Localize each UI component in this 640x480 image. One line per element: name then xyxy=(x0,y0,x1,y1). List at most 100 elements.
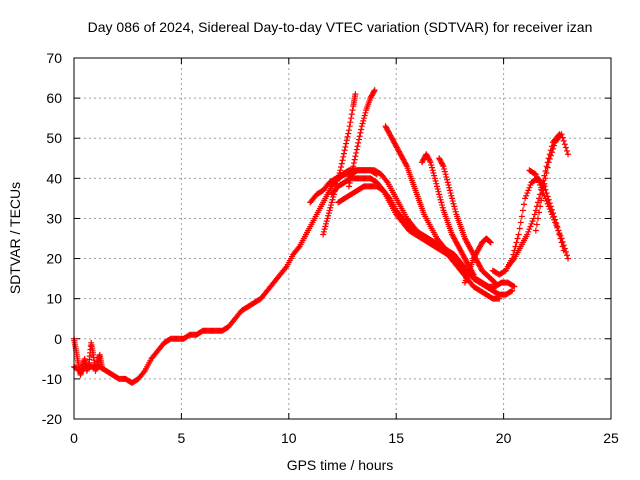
data-point xyxy=(357,129,364,136)
series-steep-14h xyxy=(345,87,378,190)
series-start-noise xyxy=(71,335,105,378)
data-point xyxy=(329,196,336,203)
data-point xyxy=(512,243,519,250)
data-point xyxy=(415,230,422,237)
data-point xyxy=(508,288,515,295)
data-point xyxy=(353,146,360,153)
data-point xyxy=(322,223,329,230)
data-point xyxy=(98,363,105,370)
data-point xyxy=(436,194,443,201)
data-point xyxy=(348,169,355,176)
data-point xyxy=(527,223,534,230)
data-point xyxy=(561,245,568,252)
data-point xyxy=(517,219,524,226)
data-point xyxy=(429,164,435,171)
data-point xyxy=(539,187,546,194)
data-point xyxy=(449,198,456,205)
data-point xyxy=(486,238,493,245)
data-point xyxy=(328,202,335,209)
chart-title: Day 086 of 2024, Sidereal Day-to-day VTE… xyxy=(88,19,593,35)
data-point xyxy=(358,126,365,133)
series-steep-13h xyxy=(320,91,359,238)
data-point xyxy=(443,173,450,180)
data-point xyxy=(416,231,423,238)
data-point xyxy=(371,87,378,94)
data-point xyxy=(325,212,332,219)
data-point xyxy=(532,171,539,178)
data-point xyxy=(545,159,552,166)
data-point xyxy=(543,169,550,176)
data-point xyxy=(529,218,536,225)
x-tick-label: 0 xyxy=(70,430,78,446)
data-point xyxy=(359,120,366,127)
data-point xyxy=(560,137,567,144)
data-point xyxy=(345,183,352,190)
data-point xyxy=(353,149,360,156)
x-tick-labels: 0 5 10 15 20 25 xyxy=(70,430,619,446)
data-point xyxy=(543,198,550,205)
data-point xyxy=(547,208,554,215)
data-point xyxy=(452,208,459,215)
data-point xyxy=(351,156,358,163)
plot-frame xyxy=(73,57,612,420)
data-point xyxy=(295,244,302,251)
data-point xyxy=(451,206,458,213)
y-tick-label: 50 xyxy=(46,130,62,146)
data-point xyxy=(428,161,435,168)
data-point xyxy=(440,163,447,170)
data-point xyxy=(344,133,351,140)
data-point xyxy=(509,287,516,294)
data-point xyxy=(450,200,457,207)
data-point xyxy=(531,170,538,177)
data-point xyxy=(332,186,339,193)
data-point xyxy=(140,369,147,376)
data-point xyxy=(562,248,569,255)
data-point xyxy=(338,160,345,167)
data-point xyxy=(434,186,441,193)
data-point xyxy=(439,202,446,209)
data-point xyxy=(547,152,554,159)
data-point xyxy=(348,173,355,180)
data-point xyxy=(439,204,446,211)
data-point xyxy=(551,216,558,223)
y-tick-label: 60 xyxy=(46,90,62,106)
data-point xyxy=(487,239,494,246)
data-point xyxy=(537,203,544,210)
data-point xyxy=(557,232,564,239)
data-point xyxy=(532,207,539,214)
data-point xyxy=(446,187,453,194)
data-point xyxy=(533,173,540,180)
series-fall-22h xyxy=(526,167,572,262)
axis-ticks xyxy=(73,57,612,420)
data-point xyxy=(343,140,350,147)
data-point xyxy=(544,200,551,207)
data-point xyxy=(320,231,327,238)
series-late-19h xyxy=(461,235,494,286)
data-point xyxy=(449,195,456,202)
y-tick-label: 30 xyxy=(46,210,62,226)
x-tick-label: 5 xyxy=(178,430,186,446)
data-point xyxy=(350,159,357,166)
data-point xyxy=(327,204,334,211)
grid xyxy=(74,58,611,419)
data-point xyxy=(349,107,356,114)
data-point xyxy=(341,147,348,154)
data-point xyxy=(555,227,562,234)
data-point xyxy=(335,172,342,179)
data-point xyxy=(371,88,378,95)
series-main-trend xyxy=(71,167,380,386)
data-point xyxy=(431,172,438,179)
data-point xyxy=(565,151,572,158)
data-point xyxy=(540,190,547,197)
data-point xyxy=(320,228,327,235)
data-point xyxy=(521,201,528,208)
x-axis-label: GPS time / hours xyxy=(287,457,394,473)
data-point xyxy=(559,134,566,141)
data-point xyxy=(534,176,541,183)
data-point xyxy=(543,163,550,170)
data-point xyxy=(345,127,352,134)
data-point xyxy=(563,147,570,154)
data-point xyxy=(534,215,541,222)
data-point xyxy=(338,163,345,170)
data-point xyxy=(531,211,538,218)
